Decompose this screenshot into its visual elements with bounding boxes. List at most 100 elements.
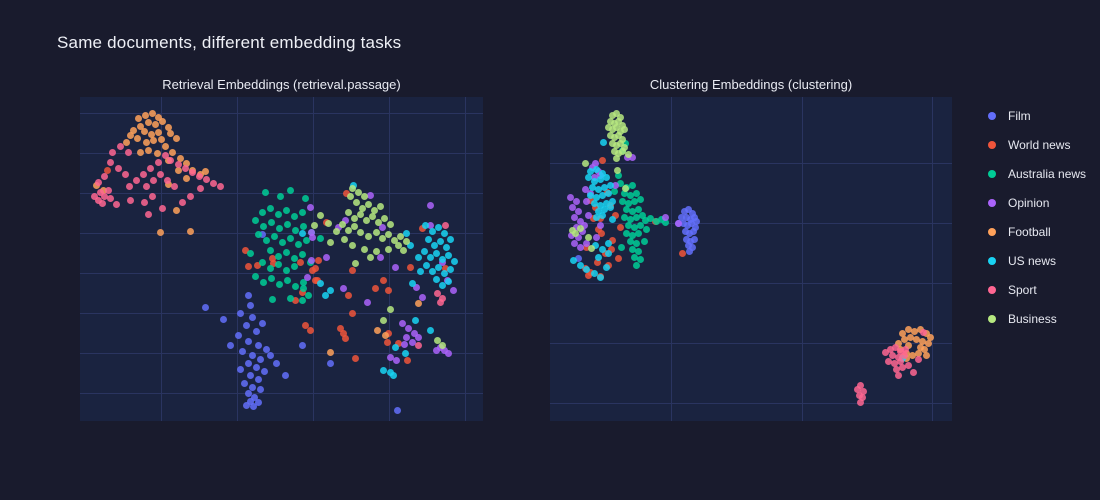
scatter-point-world-news xyxy=(594,225,602,233)
scatter-point-us-news xyxy=(602,199,610,207)
scatter-point-sport xyxy=(436,298,444,306)
scatter-point-film xyxy=(689,227,697,235)
scatter-point-australia-news xyxy=(628,207,636,215)
legend-item-world-news[interactable]: World news xyxy=(984,130,1096,159)
scatter-point-opinion xyxy=(398,319,406,327)
scatter-point-australia-news xyxy=(276,192,284,200)
scatter-point-us-news xyxy=(596,175,604,183)
scatter-point-film xyxy=(281,371,289,379)
legend-item-us-news[interactable]: US news xyxy=(984,246,1096,275)
scatter-point-us-news xyxy=(606,203,614,211)
scatter-point-us-news xyxy=(402,229,410,237)
scatter-point-world-news xyxy=(314,256,322,264)
scatter-point-sport xyxy=(884,357,892,365)
scatter-point-sport xyxy=(886,345,894,353)
scatter-point-business xyxy=(620,143,628,151)
scatter-point-sport xyxy=(894,371,902,379)
scatter-point-sport xyxy=(195,172,203,180)
scatter-point-sport xyxy=(124,148,132,156)
scatter-point-us-news xyxy=(428,267,436,275)
scatter-point-business xyxy=(374,218,382,226)
subplot-title-clustering: Clustering Embeddings (clustering) xyxy=(649,77,853,92)
scatter-point-sport xyxy=(181,164,189,172)
legend-item-film[interactable]: Film xyxy=(984,101,1096,130)
scatter-point-football xyxy=(922,351,930,359)
scatter-point-football xyxy=(151,120,159,128)
scatter-point-world-news xyxy=(296,258,304,266)
legend-item-sport[interactable]: Sport xyxy=(984,275,1096,304)
scatter-point-opinion xyxy=(584,211,592,219)
scatter-point-australia-news xyxy=(266,264,274,272)
scatter-point-business xyxy=(324,219,332,227)
scatter-point-world-news xyxy=(344,291,352,299)
scatter-point-us-news xyxy=(596,273,604,281)
scatter-point-us-news xyxy=(426,253,434,261)
scatter-point-australia-news xyxy=(638,211,646,219)
scatter-point-sport xyxy=(158,204,166,212)
scatter-point-sport xyxy=(174,160,182,168)
scatter-point-film xyxy=(684,205,692,213)
scatter-point-us-news xyxy=(592,193,600,201)
scatter-point-sport xyxy=(106,194,114,202)
gridline-horizontal xyxy=(550,343,952,344)
scatter-point-sport xyxy=(126,196,134,204)
scatter-point-australia-news xyxy=(294,240,302,248)
clustering-scatter-plot[interactable] xyxy=(550,97,952,421)
scatter-point-world-news xyxy=(616,223,624,231)
scatter-point-us-news xyxy=(326,286,334,294)
scatter-point-australia-news xyxy=(618,197,626,205)
scatter-point-australia-news xyxy=(628,181,636,189)
scatter-point-football xyxy=(201,167,209,175)
scatter-point-film xyxy=(680,207,688,215)
scatter-point-world-news xyxy=(348,309,356,317)
scatter-point-australia-news xyxy=(298,296,306,304)
scatter-point-film xyxy=(226,341,234,349)
scatter-point-business xyxy=(380,214,388,222)
scatter-point-business xyxy=(348,241,356,249)
scatter-point-football xyxy=(904,325,912,333)
scatter-point-film xyxy=(685,247,693,255)
scatter-point-sport xyxy=(433,289,441,297)
legend-item-australia-news[interactable]: Australia news xyxy=(984,159,1096,188)
legend-marker-icon xyxy=(988,256,996,265)
scatter-point-business xyxy=(621,184,629,192)
scatter-point-opinion xyxy=(582,239,590,247)
scatter-point-australia-news xyxy=(626,237,634,245)
legend-item-business[interactable]: Business xyxy=(984,304,1096,333)
scatter-point-us-news xyxy=(604,249,612,257)
scatter-point-sport xyxy=(881,348,889,356)
scatter-point-world-news xyxy=(308,266,316,274)
scatter-point-us-news xyxy=(590,177,598,185)
scatter-point-world-news xyxy=(244,262,252,270)
scatter-point-business xyxy=(616,139,624,147)
scatter-point-football xyxy=(134,114,142,122)
scatter-point-film xyxy=(260,367,268,375)
scatter-point-football xyxy=(136,122,144,130)
scatter-point-us-news xyxy=(588,183,596,191)
scatter-point-football xyxy=(174,166,182,174)
retrieval-scatter-plot[interactable] xyxy=(80,97,483,421)
legend-marker-icon xyxy=(988,111,996,120)
scatter-point-sport xyxy=(142,182,150,190)
scatter-point-film xyxy=(262,345,270,353)
scatter-point-football xyxy=(141,111,149,119)
scatter-point-australia-news xyxy=(262,236,270,244)
scatter-point-football xyxy=(149,136,157,144)
legend-item-football[interactable]: Football xyxy=(984,217,1096,246)
scatter-point-business xyxy=(587,244,595,252)
scatter-point-world-news xyxy=(678,249,686,257)
scatter-point-australia-news xyxy=(278,238,286,246)
scatter-point-football xyxy=(894,339,902,347)
scatter-point-football xyxy=(140,127,148,135)
legend-item-opinion[interactable]: Opinion xyxy=(984,188,1096,217)
scatter-point-world-news xyxy=(384,286,392,294)
scatter-point-business xyxy=(396,232,404,240)
scatter-point-opinion xyxy=(580,221,588,229)
scatter-point-us-news xyxy=(444,251,452,259)
gridline-horizontal xyxy=(550,403,952,404)
scatter-point-world-news xyxy=(597,229,605,237)
scatter-point-business xyxy=(350,214,358,222)
legend-label: World news xyxy=(1008,137,1071,152)
scatter-point-sport xyxy=(94,196,102,204)
scatter-point-world-news xyxy=(591,203,599,211)
